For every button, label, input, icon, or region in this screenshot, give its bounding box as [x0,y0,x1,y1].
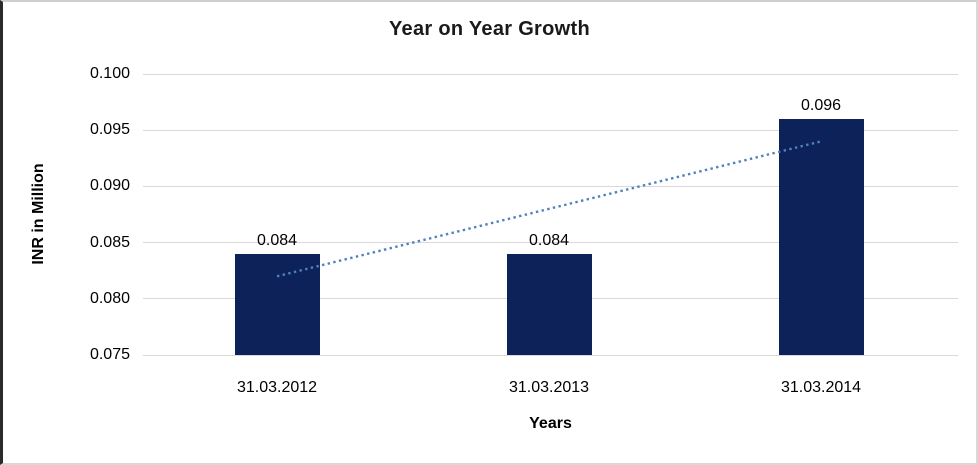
gridline [143,129,958,131]
data-label: 0.084 [528,231,570,249]
bar-31.03.2014 [778,118,864,355]
bar-31.03.2012 [234,253,320,355]
bar-31.03.2013 [506,253,592,355]
chart-title: Year on Year Growth [389,18,590,40]
gridline [143,242,958,244]
data-label: 0.096 [800,96,842,114]
plot-area: 0.084 0.084 0.096 [143,73,958,356]
x-tick-label: 31.03.2012 [236,379,318,396]
y-tick-label: 0.080 [89,289,130,307]
x-axis-line [143,354,958,356]
y-tick-label: 0.095 [89,121,130,139]
y-tick-label: 0.085 [89,233,130,251]
trendline [276,140,822,278]
x-axis-title: Years [529,415,572,432]
gridline [143,185,958,187]
x-tick-label: 31.03.2014 [780,379,862,396]
data-label: 0.084 [256,231,298,249]
x-tick-label: 31.03.2013 [508,379,590,396]
y-tick-label: 0.075 [89,346,130,363]
y-tick-label: 0.090 [89,177,130,195]
gridline [143,73,958,75]
trendline-dotted-line [276,140,822,278]
y-tick-label: 0.100 [89,65,130,82]
